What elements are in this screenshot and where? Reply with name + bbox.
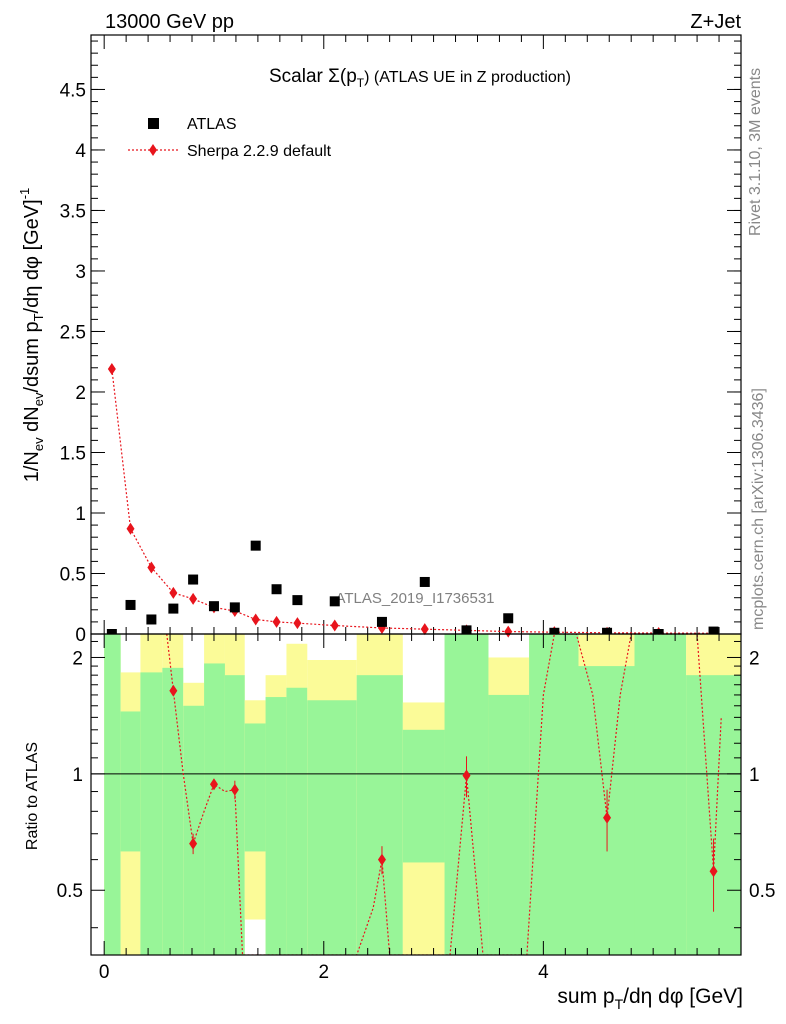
ratio-points <box>169 684 718 912</box>
ratio-band-inner <box>356 675 403 955</box>
sherpa-point <box>272 615 281 628</box>
atlas-point <box>549 627 560 638</box>
ratio-y-tick-label: 0.5 <box>57 881 83 902</box>
legend: ATLAS Sherpa 2.2.9 default <box>128 116 332 160</box>
mcplots-label: mcplots.cern.ch [arXiv:1306.3436] <box>750 388 767 630</box>
sherpa-point <box>504 625 513 638</box>
main-y-tick-label: 1 <box>75 504 86 525</box>
atlas-point <box>250 540 261 551</box>
atlas-point <box>146 614 157 625</box>
ratio-band-inner <box>224 675 245 955</box>
main-y-label: 1/Nev dNev/dsum pT/dη dφ [GeV]-1 <box>17 188 46 483</box>
ratio-band-inner <box>104 634 121 955</box>
atlas-point <box>708 626 719 637</box>
main-y-ticks <box>91 35 741 635</box>
ratio-band-inner <box>183 705 205 955</box>
atlas-point <box>461 625 472 636</box>
sherpa-point <box>330 619 339 632</box>
atlas-point <box>229 602 240 613</box>
x-tick-labels: 0 2 4 <box>99 962 549 983</box>
atlas-point <box>329 596 340 607</box>
main-y-tick-label: 2 <box>75 383 86 404</box>
atlas-point <box>271 584 282 595</box>
main-y-tick-label: 2.5 <box>60 322 86 343</box>
ratio-y-tick-label-right: 1 <box>749 765 760 786</box>
main-y-tick-label: 3 <box>75 262 86 283</box>
legend-sherpa-marker <box>149 144 157 156</box>
ratio-y-tick-label-right: 2 <box>749 648 760 669</box>
atlas-point <box>419 576 430 587</box>
main-y-tick-label: 3.5 <box>60 201 86 222</box>
ratio-y-tick-label: 1 <box>72 765 83 786</box>
ratio-frame <box>90 633 742 956</box>
watermark: ATLAS_2019_I1736531 <box>335 590 494 607</box>
energy-label: 13000 GeV pp <box>105 11 234 33</box>
ratio-band-inner <box>140 672 163 955</box>
main-y-tick-labels: 0 0.5 1 1.5 2 2.5 3 3.5 4 4.5 <box>60 80 87 646</box>
legend-atlas-marker <box>148 118 159 129</box>
sherpa-point <box>126 522 135 535</box>
x-tick-label: 4 <box>538 962 549 983</box>
rivet-label: Rivet 3.1.10, 3M events <box>747 68 764 236</box>
ratio-band-inner <box>634 634 687 955</box>
ratio-ticks <box>91 634 741 955</box>
main-y-tick-label: 4.5 <box>60 80 86 101</box>
ratio-point <box>709 865 718 878</box>
main-y-tick-label: 1.5 <box>60 443 86 464</box>
ratio-band-inner <box>244 723 266 852</box>
sherpa-point <box>293 617 302 630</box>
legend-atlas-label: ATLAS <box>187 116 237 133</box>
x-axis-label: sum pT/dη dφ [GeV] <box>557 985 743 1012</box>
process-label: Z+Jet <box>690 11 741 33</box>
x-tick-label: 2 <box>318 962 329 983</box>
atlas-point <box>376 616 387 627</box>
atlas-point <box>188 574 199 585</box>
ratio-y-tick-label: 2 <box>72 648 83 669</box>
ratio-band-inner <box>488 694 530 955</box>
sherpa-point <box>169 586 178 599</box>
ratio-band-inner <box>162 667 184 955</box>
main-y-tick-label: 4 <box>75 141 86 162</box>
ratio-band-inner <box>204 663 225 955</box>
ratio-point <box>462 769 471 782</box>
sherpa-point <box>189 592 198 605</box>
ratio-point <box>189 837 198 850</box>
ratio-band-inner <box>265 697 287 955</box>
atlas-point <box>292 595 303 606</box>
atlas-point <box>125 599 136 610</box>
atlas-point <box>208 601 219 612</box>
plot-title: Scalar Σ(pT) (ATLAS UE in Z production) <box>269 66 571 90</box>
main-y-tick-label: 0 <box>75 625 86 646</box>
ratio-point <box>169 684 178 697</box>
sherpa-point <box>420 623 429 636</box>
legend-sherpa-label: Sherpa 2.2.9 default <box>187 143 332 160</box>
ratio-y-tick-label-right: 0.5 <box>749 881 775 902</box>
ratio-y-label: Ratio to ATLAS <box>24 742 41 850</box>
atlas-point <box>168 603 179 614</box>
ratio-bands <box>91 634 741 955</box>
atlas-point <box>503 613 514 624</box>
ratio-band-inner <box>120 711 141 852</box>
x-tick-label: 0 <box>99 962 110 983</box>
ratio-band-inner <box>402 729 445 863</box>
ratio-y-tick-labels: 0.5 0.5 1 1 2 2 <box>57 648 776 902</box>
sherpa-point <box>107 362 116 375</box>
ratio-band-inner <box>286 687 308 955</box>
ratio-point <box>230 783 239 796</box>
frames <box>90 34 742 956</box>
ratio-point <box>603 811 612 824</box>
atlas-point <box>602 627 613 638</box>
main-y-tick-label: 0.5 <box>60 564 86 585</box>
sherpa-point <box>251 613 260 626</box>
ratio-band-inner <box>686 675 741 955</box>
ratio-point <box>209 778 218 791</box>
ratio-band-inner <box>307 700 357 955</box>
sherpa-point <box>147 561 156 574</box>
ratio-point <box>377 853 386 866</box>
